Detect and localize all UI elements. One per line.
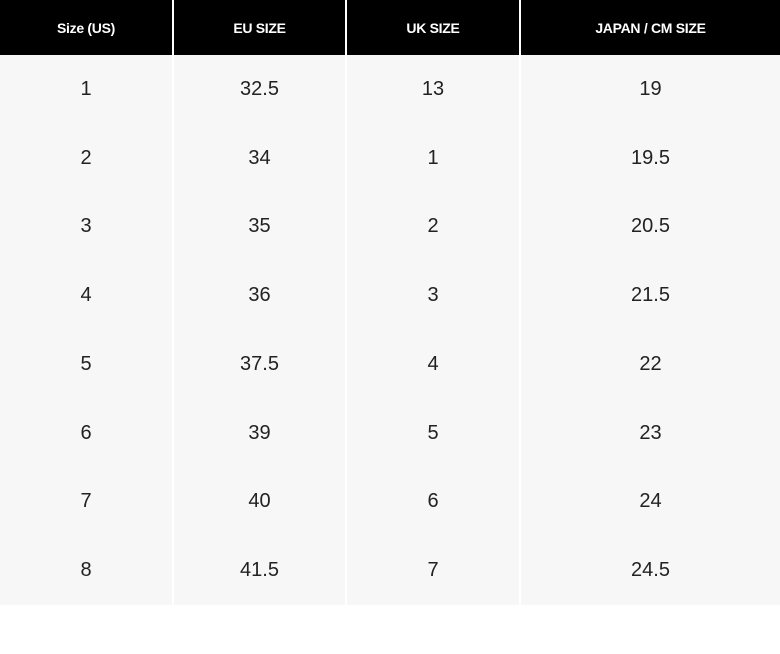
table-row: 5 37.5 4 22	[0, 330, 780, 399]
table-cell: 20.5	[521, 192, 780, 262]
table-cell: 22	[521, 330, 780, 399]
table-cell: 36	[174, 261, 347, 330]
table-row: 1 32.5 13 19	[0, 55, 780, 124]
table-cell: 8	[0, 536, 174, 605]
table-cell: 4	[0, 261, 174, 330]
table-cell: 6	[347, 467, 521, 537]
table-cell: 1	[347, 123, 521, 193]
size-table: Size (US) EU SIZE UK SIZE JAPAN / CM SIZE 1…	[0, 0, 780, 605]
table-row: 6 39 5 23	[0, 398, 780, 468]
table-cell: 40	[174, 467, 347, 537]
table-cell: 39	[174, 398, 347, 468]
table-row: 7 40 6 24	[0, 467, 780, 537]
table-cell: 37.5	[174, 330, 347, 399]
table-row: 8 41.5 7 24.5	[0, 536, 780, 605]
table-cell: 24.5	[521, 536, 780, 605]
table-row: 2 34 1 19.5	[0, 123, 780, 193]
header-row: Size (US) EU SIZE UK SIZE JAPAN / CM SIZE	[0, 0, 780, 55]
table-cell: 41.5	[174, 536, 347, 605]
table-cell: 5	[0, 330, 174, 399]
table-row: 3 35 2 20.5	[0, 192, 780, 262]
table-body: 1 32.5 13 19 2 34 1 19.5 3 35 2 20.5 4 36 3 21.5 5 37.5 4 2…	[0, 55, 780, 605]
table-row: 4 36 3 21.5	[0, 261, 780, 330]
table-cell: 6	[0, 398, 174, 468]
column-header: JAPAN / CM SIZE	[521, 0, 780, 55]
column-header: UK SIZE	[347, 0, 521, 55]
table-cell: 35	[174, 192, 347, 262]
table-cell: 3	[347, 261, 521, 330]
table-cell: 4	[347, 330, 521, 399]
table-cell: 2	[0, 123, 174, 193]
column-header: Size (US)	[0, 0, 174, 55]
table-cell: 24	[521, 467, 780, 537]
table-cell: 1	[0, 55, 174, 124]
table-cell: 3	[0, 192, 174, 262]
column-header: EU SIZE	[174, 0, 347, 55]
table-cell: 7	[347, 536, 521, 605]
table-cell: 32.5	[174, 55, 347, 124]
table-cell: 34	[174, 123, 347, 193]
table-cell: 19.5	[521, 123, 780, 193]
table-cell: 21.5	[521, 261, 780, 330]
table-cell: 5	[347, 398, 521, 468]
table-cell: 23	[521, 398, 780, 468]
table-cell: 2	[347, 192, 521, 262]
table-cell: 7	[0, 467, 174, 537]
table-cell: 19	[521, 55, 780, 124]
table-cell: 13	[347, 55, 521, 124]
